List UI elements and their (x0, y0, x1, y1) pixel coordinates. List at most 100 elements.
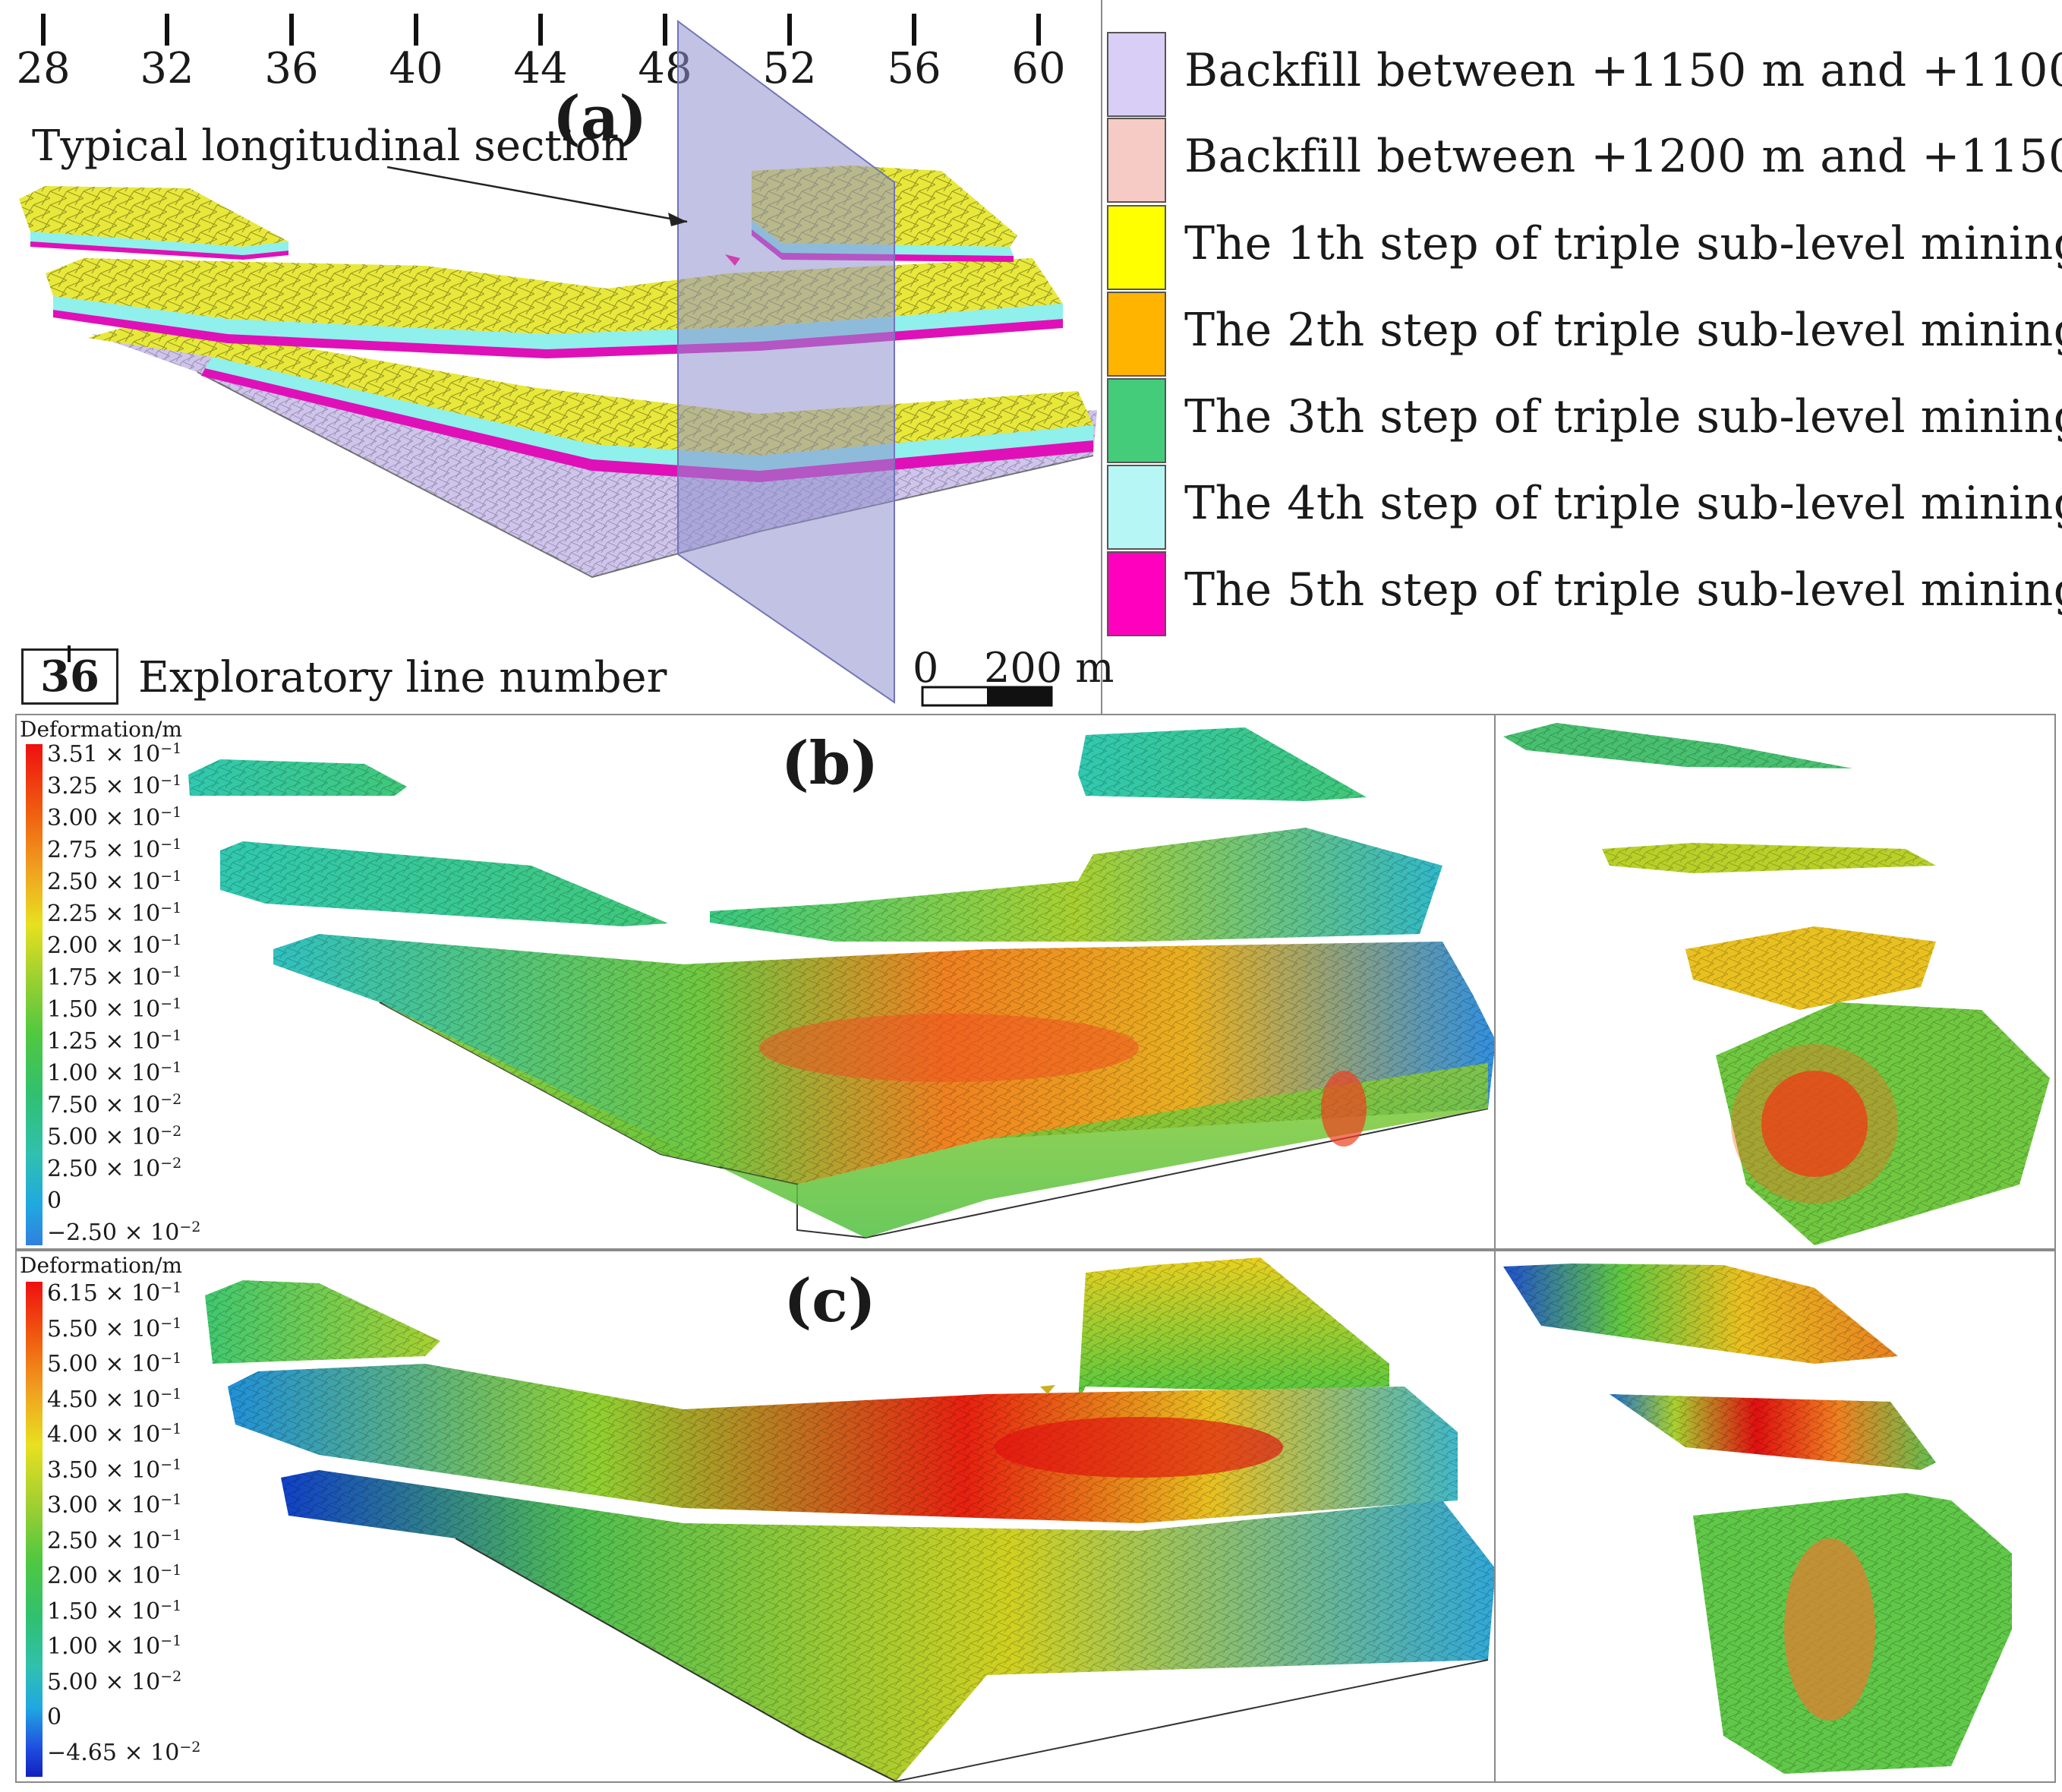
deformation-model-b-side (1503, 723, 2050, 1245)
colorbar-tick-exponent: −1 (160, 772, 182, 789)
colorbar-tick-label: 1.00 × 10−1 (47, 1633, 181, 1660)
tick-label: 40 (389, 44, 443, 93)
colorbar-tick-label: 2.50 × 10−1 (47, 1528, 181, 1554)
colorbar-tick-exponent: −1 (160, 932, 182, 948)
colorbar-tick-base: × 10 (97, 932, 161, 959)
colorbar-tick-mantissa: 5.50 (47, 1315, 98, 1342)
colorbar-tick-label: 1.25 × 10−1 (47, 1028, 181, 1055)
colorbar-tick-mantissa: 3.00 (47, 1492, 98, 1519)
legend-item: The 2th step of triple sub-level mining (1107, 292, 2062, 377)
colorbar-tick-base: × 10 (97, 1668, 161, 1696)
panel-b-frame (15, 714, 2056, 1250)
colorbar-tick-base: × 10 (97, 1633, 161, 1660)
tick-mark (165, 14, 169, 46)
colorbar-tick-label: 2.50 × 10−2 (47, 1156, 181, 1182)
colorbar-tick-mantissa: 2.50 (47, 1156, 98, 1182)
legend-swatch (1107, 378, 1166, 463)
panel-b-label: (b) (780, 729, 879, 798)
colorbar-tick-mantissa: 4.50 (47, 1386, 98, 1413)
colorbar-b-title: Deformation/m (20, 717, 182, 742)
colorbar-tick-exponent: −1 (160, 740, 182, 757)
colorbar-tick-label: 0 (47, 1188, 61, 1214)
line-number-caption: Exploratory line number (138, 653, 667, 702)
tick-label: 36 (264, 44, 319, 93)
colorbar-tick-label: 1.75 × 10−1 (47, 964, 181, 991)
colorbar-tick-label: 1.50 × 10−1 (47, 996, 181, 1023)
section-pointer-arrow (386, 166, 688, 223)
colorbar-tick-mantissa: −4.65 (47, 1739, 117, 1766)
legend-swatch (1107, 32, 1166, 117)
colorbar-tick-base: × 10 (116, 1219, 180, 1246)
colorbar-tick-base: × 10 (97, 805, 161, 831)
colorbar-tick-label: 3.50 × 10−1 (47, 1457, 181, 1484)
tick-mark (663, 14, 667, 46)
colorbar-tick-label: 3.25 × 10−1 (47, 773, 181, 800)
legend-label: The 4th step of triple sub-level mining (1184, 477, 2062, 530)
section-label: Typical longitudinal section (32, 121, 629, 171)
colorbar-tick-mantissa: 1.50 (47, 1598, 98, 1625)
colorbar-tick-base: × 10 (97, 869, 161, 895)
tick-mark (787, 14, 792, 46)
colorbar-tick-exponent: −1 (160, 964, 182, 980)
legend-label: Backfill between +1200 m and +1150 m (1184, 130, 2062, 183)
colorbar-tick-base: × 10 (97, 901, 161, 927)
colorbar-tick-label: 5.00 × 10−1 (47, 1351, 181, 1377)
legend-item: The 1th step of triple sub-level mining (1107, 205, 2062, 290)
legend-label: The 5th step of triple sub-level mining (1184, 563, 2062, 617)
tick-label: 52 (762, 44, 817, 93)
panel-a-right-divider (1101, 0, 1102, 714)
scale-zero: 0 (913, 644, 939, 692)
colorbar-tick-exponent: −1 (160, 1279, 182, 1296)
line-number-tick (68, 645, 71, 662)
colorbar-tick-exponent: −1 (160, 1350, 182, 1367)
colorbar-tick-exponent: −1 (160, 1314, 182, 1332)
colorbar-tick-base: × 10 (97, 996, 161, 1023)
colorbar-tick-base: × 10 (97, 964, 161, 991)
colorbar-tick-label: 4.50 × 10−1 (47, 1387, 181, 1413)
colorbar-tick-label: 2.50 × 10−1 (47, 869, 181, 895)
orebody-3d-model (19, 20, 1097, 707)
colorbar-tick-label: 0 (47, 1704, 61, 1730)
colorbar-tick-exponent: −2 (179, 1738, 201, 1756)
colorbar-tick-mantissa: 0 (47, 1188, 62, 1214)
legend-item: The 3th step of triple sub-level mining (1107, 378, 2062, 463)
tick-label: 56 (887, 44, 941, 93)
colorbar-tick-exponent: −1 (160, 1491, 182, 1508)
colorbar-tick-exponent: −1 (160, 1633, 182, 1649)
tick-mark (414, 14, 418, 46)
scale-length: 200 m (984, 644, 1115, 692)
panel-c-label: (c) (783, 1267, 876, 1336)
colorbar-tick-exponent: −1 (160, 1562, 182, 1579)
colorbar-tick-base: × 10 (97, 1386, 161, 1413)
colorbar-tick-base: × 10 (97, 1492, 161, 1519)
colorbar-tick-base: × 10 (97, 1092, 161, 1118)
colorbar-tick-mantissa: 2.75 (47, 837, 98, 863)
colorbar-tick-base: × 10 (97, 1421, 161, 1448)
colorbar-tick-exponent: −1 (160, 995, 182, 1012)
legend-item: Backfill between +1200 m and +1150 m (1107, 118, 2062, 203)
colorbar-tick-label: 5.00 × 10−2 (47, 1669, 181, 1696)
legend-label: Backfill between +1150 m and +1100 m (1184, 44, 2062, 97)
tick-label: 32 (140, 44, 194, 93)
colorbar-tick-mantissa: 3.00 (47, 805, 98, 831)
colorbar-tick-mantissa: 1.00 (47, 1060, 98, 1087)
legend-swatch (1107, 551, 1166, 636)
colorbar-tick-label: 2.00 × 10−1 (47, 1563, 181, 1589)
colorbar-tick-label: 3.00 × 10−1 (47, 805, 181, 831)
colorbar-tick-mantissa: 1.50 (47, 996, 98, 1023)
tick-mark (289, 14, 294, 46)
colorbar-tick-mantissa: 0 (47, 1704, 62, 1730)
colorbar-tick-exponent: −1 (160, 836, 182, 853)
colorbar-tick-base: × 10 (97, 1351, 161, 1377)
colorbar-tick-label: −4.65 × 10−2 (47, 1740, 200, 1766)
colorbar-tick-base: × 10 (97, 1598, 161, 1625)
legend-item: Backfill between +1150 m and +1100 m (1107, 32, 2062, 117)
colorbar-tick-mantissa: 2.50 (47, 1527, 98, 1554)
longitudinal-section-plane (677, 20, 895, 704)
colorbar-tick-mantissa: 1.25 (47, 1028, 98, 1055)
colorbar-tick-exponent: −1 (160, 900, 182, 917)
colorbar-c (26, 1282, 43, 1777)
colorbar-tick-mantissa: 2.00 (47, 932, 98, 959)
colorbar-tick-label: 1.00 × 10−1 (47, 1060, 181, 1087)
colorbar-tick-base: × 10 (97, 1060, 161, 1087)
